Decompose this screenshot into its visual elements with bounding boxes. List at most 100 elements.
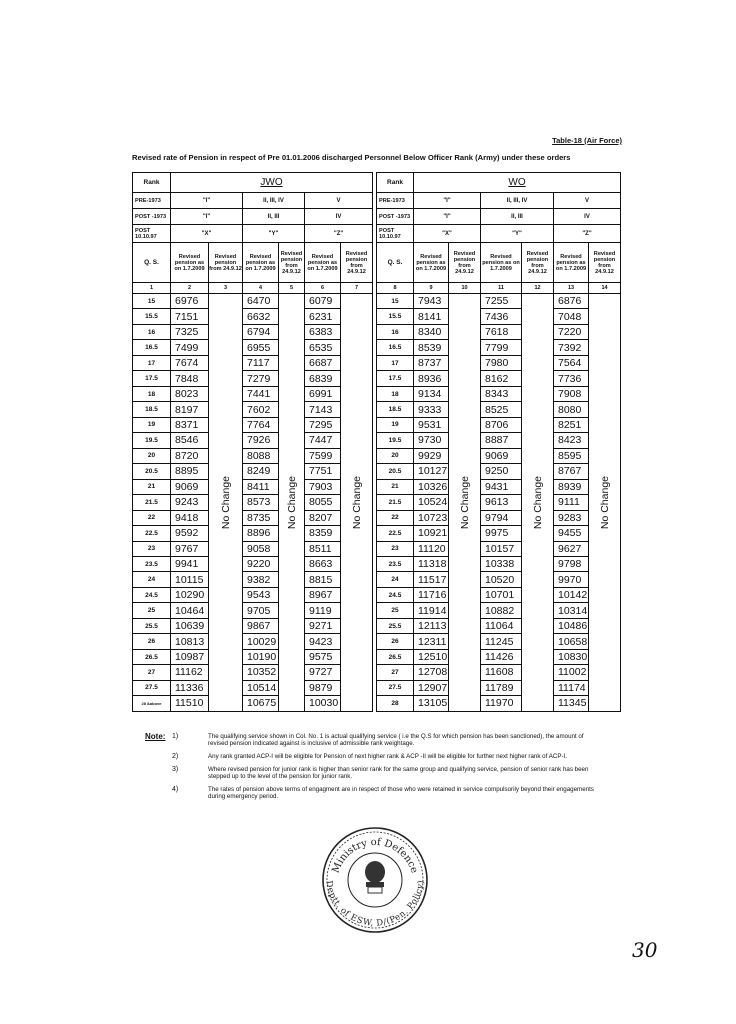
pension-value: 6794 [242,323,279,341]
column-heading: Revised pension as on 1.7.2009 [480,242,522,283]
pension-value: 9929 [413,447,449,465]
data-row: 16.5 8539 7799 7392 [376,339,621,356]
pension-value: 6079 [304,292,341,310]
column-number: 8 [376,282,414,294]
column-heading: Revised pension as on 1.7.2009 [413,242,449,283]
pension-value: 7564 [553,354,589,372]
qualifying-service: 20 [132,447,171,465]
data-row: 28 &above 11510 10675 10030 [132,695,373,712]
pension-value: 12907 [413,679,449,697]
note-item: 4) The rates of pension above terms of en… [172,786,605,800]
pension-value: 6383 [304,323,341,341]
pension-value: 8249 [242,463,279,480]
qualifying-service: 24 [132,571,171,588]
pension-value: 8896 [242,525,279,542]
pension-value: 7048 [553,308,589,325]
pension-value: 10639 [170,617,209,635]
pension-value: 9382 [242,571,279,588]
data-row: 24.5 10290 9543 8967 [132,586,373,604]
pension-value: 11517 [413,571,449,588]
pension-value: 7447 [304,432,341,449]
no-change-cell: No Change [521,293,554,712]
column-number: 10 [448,282,481,294]
data-row: 19 8371 7764 7295 [132,416,373,434]
pension-value: 7926 [242,432,279,449]
header-row: Rank WO [376,172,622,193]
half-table: Rank WO PRE-1973 "I" II, III, IV V POST -1973 "… [376,172,622,712]
pension-value: 8720 [170,447,209,465]
no-change-cell: No Change [278,293,305,712]
group-label: II, III [480,208,554,225]
data-row: 25 11914 10882 10314 [376,602,621,619]
stamp-inner-ring [347,852,403,908]
pension-value: 10658 [553,633,589,650]
data-row: 17.5 8936 8162 7736 [376,370,621,387]
qualifying-service: 16 [132,323,171,341]
data-row: 19.5 8546 7926 7447 [132,432,373,449]
header-row: 8 9 10 11 12 13 14 [376,282,622,294]
pension-value: 10029 [242,633,279,650]
data-row: 22.5 9592 8896 8359 [132,525,373,542]
data-row: 22 9418 8735 8207 [132,509,373,527]
pension-value: 6955 [242,339,279,356]
data-row: 23 9767 9058 8511 [132,540,373,557]
pension-value: 11318 [413,555,449,573]
pension-value: 8595 [553,447,589,465]
pension-value: 10157 [480,540,522,557]
pension-value: 11426 [480,648,522,666]
qualifying-service: 15.5 [132,308,171,325]
qualifying-service: 21 [132,478,171,496]
pension-value: 11345 [553,695,589,712]
qualifying-service: 15 [132,292,171,310]
qualifying-service: 26.5 [376,648,414,666]
pension-value: 8895 [170,463,209,480]
column-number: 4 [242,282,279,294]
pension-value: 8539 [413,339,449,356]
pension-value: 10190 [242,648,279,666]
qualifying-service: 25.5 [132,617,171,635]
column-heading: Revised pension as on 1.7.2009 [242,242,279,283]
group-label: II, III, IV [480,192,554,209]
pension-value: 10987 [170,648,209,666]
pension-value: 7764 [242,416,279,434]
data-row: 21 9069 8411 7903 [132,478,373,496]
note-number: 2) [172,753,179,760]
pension-value: 10115 [170,571,209,588]
pension-value: 8887 [480,432,522,449]
pension-value: 7151 [170,308,209,325]
pension-value: 10830 [553,648,589,666]
pension-value: 8251 [553,416,589,434]
data-row: 20 8720 8088 7599 [132,447,373,465]
pension-value: 7599 [304,447,341,465]
no-change-text: No Change [285,475,298,529]
pension-value: 7325 [170,323,209,341]
qualifying-service: 17.5 [376,370,414,387]
qualifying-service: 17 [132,354,171,372]
pension-value: 8546 [170,432,209,449]
data-row: 25 10464 9705 9119 [132,602,373,619]
no-change-cell: No Change [587,293,622,712]
data-row: 17.5 7848 7279 6839 [132,370,373,387]
rank-name: JWO [169,172,374,193]
qualifying-service: 27.5 [132,679,171,697]
pension-value: 11064 [480,617,522,635]
header-row: POST -1973 "I" II, III IV [376,208,622,225]
qualifying-service: 19.5 [376,432,414,449]
header-row: POST 10.10.97 "X" "Y" "Z" [376,224,622,243]
group-label: V [552,192,622,209]
column-heading: Revised pension as on 1.7.2009 [304,242,341,283]
group-label: IV [552,208,622,225]
notes-label: Note: [145,732,166,741]
official-stamp: Ministry of Defence Deptt. of ESW, D/(Pe… [322,827,428,933]
note-text: The qualifying service shown in Col. No.… [208,733,584,747]
note-text: Where revised pension for junior rank is… [208,766,589,780]
pension-value: 9727 [304,664,341,681]
no-change-cell: No Change [208,293,243,712]
qualifying-service: 22 [132,509,171,527]
pension-value: 10514 [242,679,279,697]
qualifying-service: 21.5 [132,494,171,511]
no-change-text: No Change [350,475,363,529]
pension-value: 8080 [553,401,589,418]
pension-value: 9592 [170,525,209,542]
qualifying-service: 28 &above [132,695,171,712]
